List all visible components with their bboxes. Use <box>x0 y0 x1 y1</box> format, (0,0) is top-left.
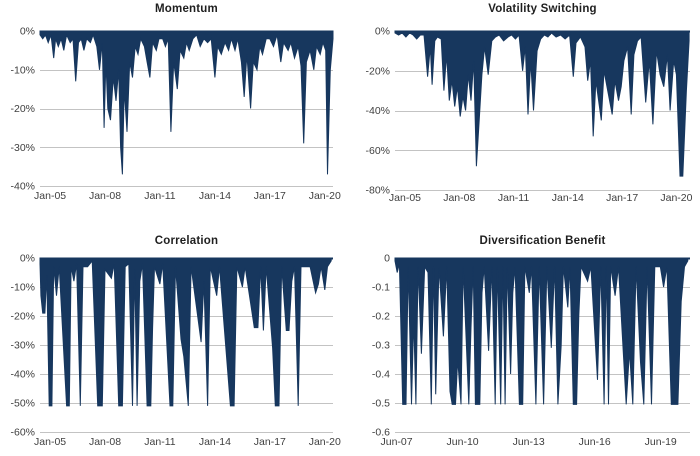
y-tick-label: -20% <box>365 65 390 77</box>
y-tick-label: -30% <box>10 142 35 154</box>
y-tick-label: -0.4 <box>372 369 390 381</box>
y-tick-label: -60% <box>10 427 35 439</box>
y-tick-label: -20% <box>10 311 35 323</box>
drawdown-area-series <box>394 30 690 177</box>
chart-volatility-switching: Volatility Switching 0% -20% -40% -60% -80% J… <box>350 0 700 228</box>
y-tick-label: 0% <box>20 26 35 38</box>
x-tick-label: Jan-05 <box>34 190 66 202</box>
chart-canvas-2: 0% -10% -20% -30% -40% -50% -60%Jan-05 Jan-08 Ja… <box>10 253 341 449</box>
x-tick-label: Jan-17 <box>606 192 638 204</box>
x-tick-label: Jan-20 <box>309 190 341 202</box>
x-tick-label: Jan-05 <box>34 436 66 448</box>
drawdown-area-series <box>39 30 334 175</box>
chart-canvas-1: 0% -20% -40% -60% -80%Jan-05 Jan-08 Jan-11 Jan-… <box>365 26 692 205</box>
y-tick-label: -60% <box>365 145 390 157</box>
y-tick-label: -40% <box>10 369 35 381</box>
x-tick-label: Jan-11 <box>498 192 529 204</box>
x-tick-label: Jun-13 <box>513 436 545 448</box>
y-tick-label: -0.1 <box>372 282 390 294</box>
x-tick-label: Jan-08 <box>89 190 121 202</box>
y-tick-label: -20% <box>10 103 35 115</box>
y-tick-label: -80% <box>365 185 390 197</box>
x-tick-label: Jan-08 <box>443 192 475 204</box>
y-tick-label: -40% <box>10 181 35 193</box>
chart-title-volatility-switching: Volatility Switching <box>488 3 597 15</box>
x-tick-label: Jun-07 <box>380 436 412 448</box>
chart-momentum: Momentum 0% -10% -20% -30% -40% Jan-05 Jan-08 J… <box>0 0 350 228</box>
x-tick-label: Jan-20 <box>660 192 692 204</box>
chart-diversification-benefit: Diversification Benefit 0 -0.1 -0.2 -0.3 -0.… <box>350 228 700 456</box>
x-tick-label: Jan-14 <box>199 190 231 202</box>
x-tick-label: Jan-08 <box>89 436 121 448</box>
chart-correlation: Correlation 0% -10% -20% -30% -40% -50% -60% Ja… <box>0 228 350 456</box>
chart-title-momentum: Momentum <box>155 3 218 15</box>
y-tick-label: -10% <box>10 282 35 294</box>
y-tick-label: -0.6 <box>372 427 390 439</box>
drawdown-area-series <box>394 257 689 405</box>
chart-title-correlation: Correlation <box>154 235 219 247</box>
y-tick-label: 0 <box>384 253 390 265</box>
y-tick-label: -0.5 <box>372 398 390 410</box>
y-tick-label: -40% <box>365 105 390 117</box>
x-tick-label: Jan-14 <box>199 436 231 448</box>
y-tick-label: 0% <box>375 26 390 38</box>
y-tick-label: -0.3 <box>372 340 390 352</box>
x-tick-label: Jun-16 <box>579 436 611 448</box>
x-tick-label: Jan-17 <box>254 190 286 202</box>
x-tick-label: Jan-11 <box>144 436 175 448</box>
drawdown-area-series <box>39 257 332 407</box>
y-tick-label: -50% <box>10 398 35 410</box>
x-tick-label: Jun-19 <box>645 436 677 448</box>
y-tick-label: 0% <box>20 253 35 265</box>
x-tick-label: Jan-17 <box>254 436 286 448</box>
chart-title-diversification-benefit: Diversification Benefit <box>479 235 606 247</box>
x-tick-label: Jan-11 <box>144 190 175 202</box>
y-tick-label: -10% <box>10 64 35 76</box>
x-tick-label: Jan-14 <box>552 192 584 204</box>
chart-canvas-0: 0% -10% -20% -30% -40%Jan-05 Jan-08 Jan-11 Jan-… <box>10 26 341 203</box>
x-tick-label: Jan-20 <box>309 436 341 448</box>
x-tick-label: Jan-05 <box>389 192 421 204</box>
y-tick-label: -30% <box>10 340 35 352</box>
y-tick-label: -0.2 <box>372 311 390 323</box>
x-tick-label: Jun-10 <box>447 436 479 448</box>
